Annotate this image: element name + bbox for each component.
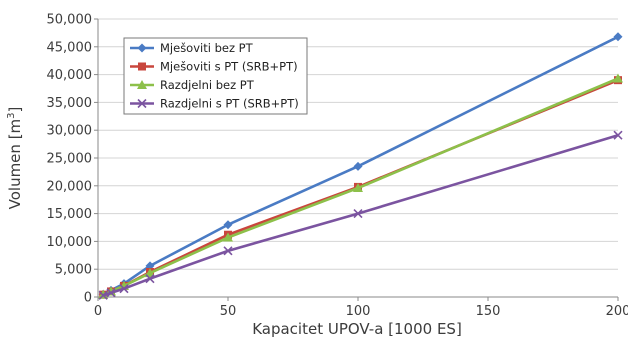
legend-swatch-marker <box>137 43 147 53</box>
data-point <box>613 73 623 83</box>
x-tick-label: 50 <box>220 304 237 319</box>
data-point <box>145 268 155 278</box>
data-point-stroke <box>145 274 155 284</box>
y-tick-label: 45,000 <box>47 40 93 55</box>
data-point <box>223 246 233 256</box>
series-4 <box>98 130 623 300</box>
data-point-stroke <box>106 288 116 298</box>
data-point-stroke <box>119 284 129 294</box>
y-tick-label: 10,000 <box>47 235 93 250</box>
y-tick-label: 20,000 <box>47 179 93 194</box>
y-tick-label: 25,000 <box>47 152 93 167</box>
data-point <box>145 274 155 284</box>
legend-item: Mješoviti s PT (SRB+PT) <box>130 60 298 74</box>
y-tick-label: 30,000 <box>47 124 93 139</box>
y-tick-label: 40,000 <box>47 68 93 83</box>
legend-label: Razdjelni s PT (SRB+PT) <box>160 97 299 111</box>
y-axis-title-sup: 3 <box>6 112 17 118</box>
legend-item: Razdjelni bez PT <box>130 78 255 92</box>
y-tick-label: 35,000 <box>47 96 93 111</box>
data-point <box>613 130 623 140</box>
legend-item: Razdjelni s PT (SRB+PT) <box>130 97 299 111</box>
data-point <box>223 220 233 230</box>
data-point-stroke <box>223 246 233 256</box>
x-tick-label: 150 <box>476 304 501 319</box>
legend-label: Mješoviti bez PT <box>160 41 254 55</box>
y-tick-label: 5,000 <box>55 263 92 278</box>
data-point <box>353 209 363 219</box>
legend-label: Mješoviti s PT (SRB+PT) <box>160 60 298 74</box>
x-tick-label: 200 <box>606 304 628 319</box>
data-point-stroke <box>98 290 108 300</box>
series <box>98 32 623 300</box>
data-point <box>353 161 363 171</box>
y-axis-title-main: Volumen [m <box>6 119 24 210</box>
tick-labels: 0 5,000 10,000 15,000 20,000 25,000 30,000 35,0… <box>47 13 628 320</box>
legend-swatch-marker <box>138 62 146 71</box>
y-tick-label: 50,000 <box>47 13 93 28</box>
data-point <box>106 288 116 298</box>
data-point <box>98 290 108 300</box>
legend-swatch-marker-stroke <box>137 98 147 109</box>
y-axis-title: Volumen [m3] <box>6 107 24 210</box>
legend-swatch-marker <box>137 80 147 89</box>
legend-box <box>123 37 308 115</box>
legend: Mješoviti bez PT Mješoviti s PT (SRB+PT) R… <box>123 37 308 115</box>
y-tick-label: 15,000 <box>47 207 93 222</box>
legend-label: Razdjelni bez PT <box>160 78 255 92</box>
data-point-stroke <box>613 130 623 140</box>
data-point <box>119 284 129 294</box>
y-tick-label: 0 <box>84 291 92 306</box>
axes <box>94 18 619 301</box>
x-tick-label: 100 <box>346 304 371 319</box>
legend-swatch-marker <box>137 98 147 109</box>
x-axis-title: Kapacitet UPOV-a [1000 ES] <box>252 320 462 338</box>
data-point-stroke <box>353 209 363 219</box>
x-tick-label: 0 <box>94 304 102 319</box>
data-point <box>353 183 363 193</box>
y-axis-title-end: ] <box>6 107 24 113</box>
legend-item: Mješoviti bez PT <box>130 41 254 55</box>
data-point <box>613 32 623 42</box>
data-point <box>223 232 233 242</box>
